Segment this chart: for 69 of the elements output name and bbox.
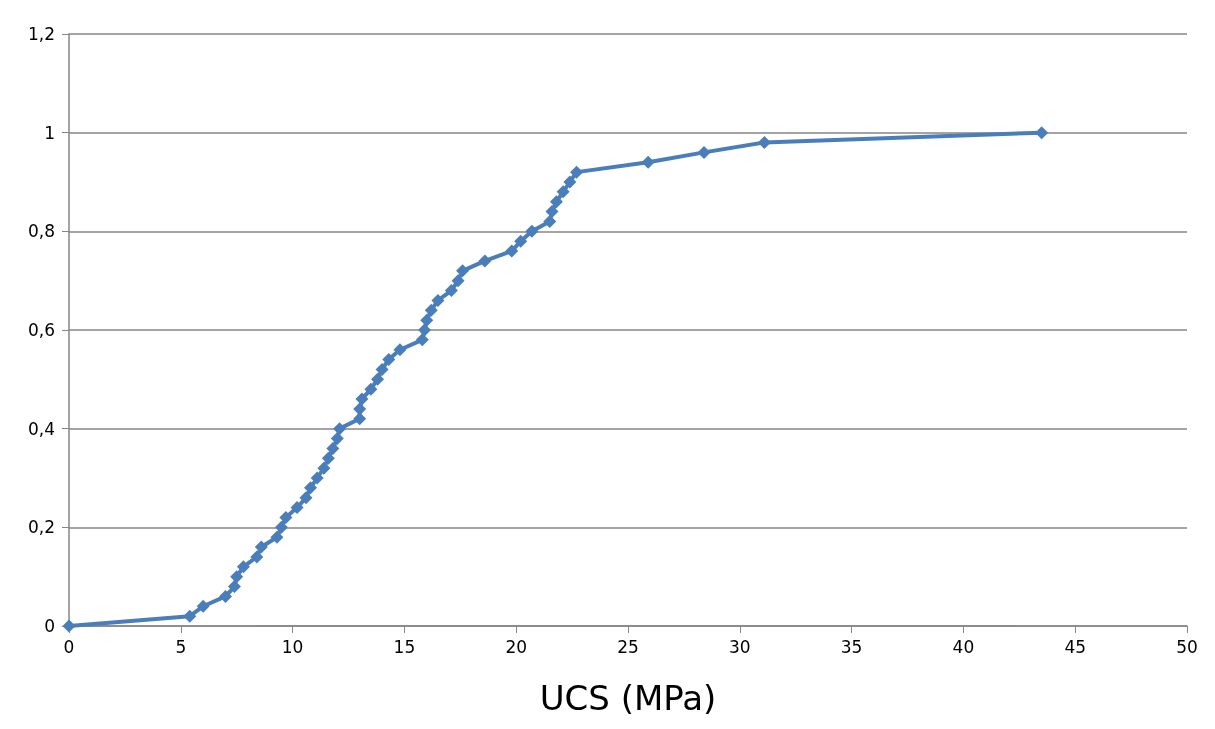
point: [355, 392, 369, 406]
point: [250, 550, 264, 564]
x-tick-label: 40: [952, 636, 975, 657]
point: [254, 540, 268, 554]
point: [321, 451, 335, 465]
point: [556, 185, 570, 199]
point: [310, 471, 324, 485]
point: [563, 175, 577, 189]
point: [514, 234, 528, 248]
point: [757, 136, 771, 150]
point: [375, 362, 389, 376]
point: [431, 293, 445, 307]
point: [219, 589, 233, 603]
point: [415, 333, 429, 347]
point: [697, 145, 711, 159]
point: [196, 599, 210, 613]
point: [333, 422, 347, 436]
point: [570, 165, 584, 179]
point: [549, 195, 563, 209]
point: [326, 441, 340, 455]
point: [418, 323, 432, 337]
point: [227, 580, 241, 594]
point: [353, 412, 367, 426]
point: [353, 402, 367, 416]
x-tick-label: 50: [1176, 636, 1198, 657]
point: [303, 481, 317, 495]
point: [183, 609, 197, 623]
point: [364, 382, 378, 396]
point: [641, 155, 655, 169]
point: [393, 343, 407, 357]
point: [317, 461, 331, 475]
point: [1035, 126, 1049, 140]
point: [543, 214, 557, 228]
point: [279, 510, 293, 524]
y-tick-label: 0,8: [27, 221, 55, 242]
y-tick-label: 1,2: [27, 24, 55, 44]
point: [525, 224, 539, 238]
point: [382, 353, 396, 367]
y-tick-label: 1: [44, 122, 55, 143]
point: [230, 570, 244, 584]
y-tick-label: 0,2: [27, 517, 55, 538]
point: [505, 244, 519, 258]
x-tick-label: 35: [840, 636, 863, 657]
y-tick-label: 0,4: [27, 418, 55, 439]
point: [270, 530, 284, 544]
x-tick-label: 5: [175, 636, 187, 657]
x-tick-label: 30: [728, 636, 751, 657]
point: [299, 491, 313, 505]
x-tick-label: 20: [505, 636, 528, 657]
point: [274, 520, 288, 534]
x-tick-label: 10: [281, 636, 304, 657]
x-axis-title: UCS (MPa): [539, 678, 717, 718]
point: [424, 303, 438, 317]
point: [330, 432, 344, 446]
point: [456, 264, 470, 278]
point: [545, 205, 559, 219]
point: [478, 254, 492, 268]
point: [451, 274, 465, 288]
x-tick-label: 15: [393, 636, 416, 657]
point: [371, 372, 385, 386]
x-tick-label: 25: [617, 636, 639, 657]
point: [236, 560, 250, 574]
point: [290, 501, 304, 515]
x-tick-label: 0: [63, 636, 75, 657]
point: [420, 313, 434, 327]
y-tick-label: 0: [44, 616, 55, 636]
point: [444, 284, 458, 298]
x-tick-label: 45: [1064, 636, 1087, 657]
y-tick-label: 0,6: [27, 320, 55, 340]
